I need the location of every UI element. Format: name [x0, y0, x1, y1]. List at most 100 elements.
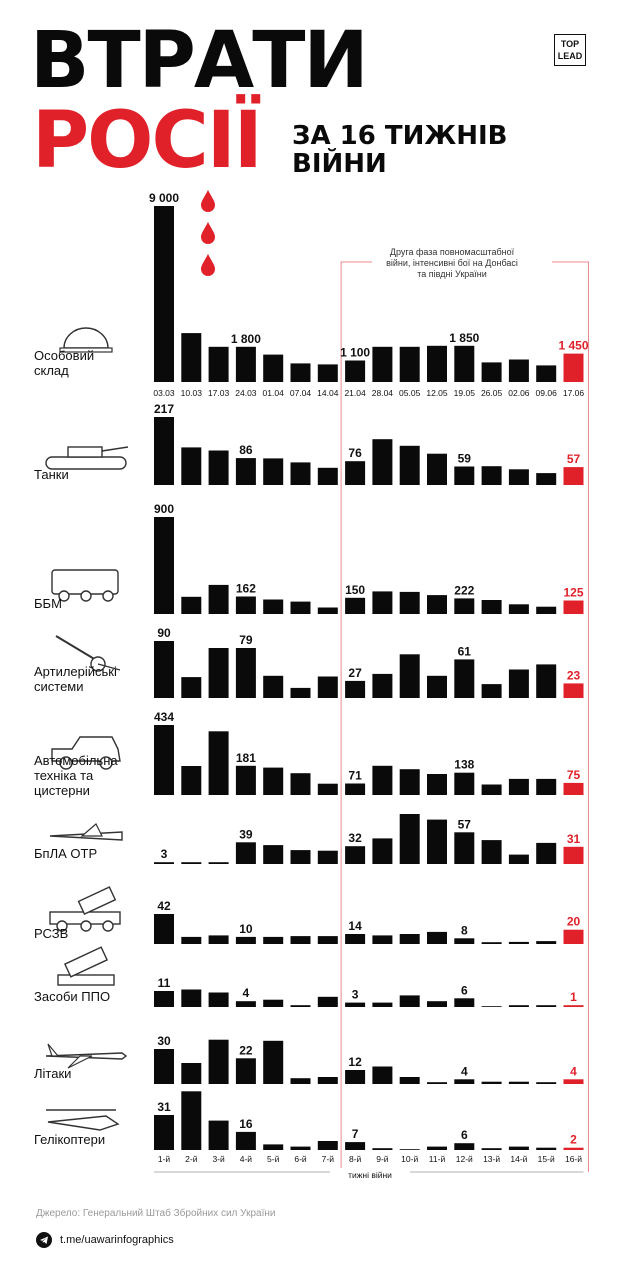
mlrs-icon [49, 886, 121, 932]
bar [290, 936, 311, 944]
helicopter-icon [46, 1109, 120, 1131]
category-label: Танки [34, 467, 69, 482]
bar [372, 1002, 393, 1007]
bar [563, 929, 584, 944]
value-label: 20 [567, 915, 581, 929]
value-label: 57 [458, 817, 472, 831]
bar [481, 784, 502, 795]
jet-wing [67, 1055, 93, 1069]
bar [563, 683, 584, 698]
category-label: техніка та [34, 768, 94, 783]
bar [563, 353, 584, 382]
category-row: Танки 217 86 76 59 57 [34, 402, 584, 485]
subtitle-line-a: ЗА 16 ТИЖНІВ [292, 121, 508, 151]
value-label: 6 [461, 983, 468, 997]
bar [372, 346, 393, 382]
bar [508, 941, 529, 944]
category-row: РСЗВ 42 10 14 8 20 [34, 886, 584, 944]
bar [563, 1079, 584, 1084]
bar [454, 466, 475, 485]
category-label: Засоби ППО [34, 989, 110, 1004]
value-label: 900 [154, 502, 174, 516]
bar [399, 346, 420, 382]
bar [427, 931, 447, 944]
value-label: 59 [458, 452, 472, 466]
tank-turret [67, 446, 103, 458]
bar [372, 765, 393, 795]
bar [508, 1146, 529, 1150]
blood-drop-icon [201, 190, 215, 212]
bar [235, 596, 256, 614]
bar [427, 1146, 447, 1150]
value-label: 150 [345, 583, 365, 597]
bar [208, 648, 229, 698]
bbm-wheel [58, 590, 70, 602]
bar [154, 862, 174, 864]
x-axis: 1-й 2-й 3-й 4-й 5-й 6-й 7-й 8-й 9-й 10-й 11-й 12-й 1… [154, 1154, 584, 1180]
bar [154, 417, 174, 485]
date-label: 17.06 [563, 388, 585, 398]
value-label: 4 [243, 986, 250, 1000]
bar [481, 1081, 502, 1084]
brand-logo: TOP LEAD [554, 34, 586, 66]
bar [290, 1078, 311, 1084]
bar [563, 782, 584, 795]
week-label: 7-й [322, 1154, 335, 1164]
bar [427, 453, 447, 485]
bar [263, 999, 284, 1007]
title-subtitle: ЗА 16 ТИЖНІВ ВІЙНИ [292, 122, 532, 178]
bar [454, 938, 475, 944]
value-label: 57 [567, 452, 581, 466]
armored-vehicle-icon [51, 569, 119, 602]
value-label: 71 [348, 769, 362, 783]
category-label: Літаки [34, 1066, 71, 1081]
jeep-icon [51, 736, 121, 770]
date-label: 05.05 [399, 388, 421, 398]
bar [372, 591, 393, 614]
date-label: 19.05 [454, 388, 476, 398]
bar [399, 814, 420, 864]
bar [290, 1005, 311, 1007]
bar [317, 783, 338, 795]
bbm-wheel [102, 590, 114, 602]
artillery-icon [55, 635, 121, 672]
bar [563, 846, 584, 864]
axis-title-bg [330, 1168, 410, 1180]
bar [345, 1070, 366, 1084]
date-label: 28.04 [372, 388, 394, 398]
bar [508, 359, 529, 382]
bar [399, 654, 420, 698]
value-label: 32 [348, 831, 362, 845]
value-label: 30 [157, 1034, 171, 1048]
bar [263, 675, 284, 698]
bar [235, 1058, 256, 1084]
artillery-trail [97, 663, 121, 671]
value-label: 39 [239, 827, 253, 841]
telegram-link[interactable]: t.me/uawarinfographics [36, 1232, 174, 1248]
blood-drop-icon [201, 222, 215, 244]
bar [536, 778, 557, 795]
jeep-body [51, 736, 121, 762]
bar [345, 1002, 366, 1007]
bar [290, 462, 311, 485]
value-label: 12 [348, 1055, 362, 1069]
bar [508, 1081, 529, 1084]
week-label: 11-й [429, 1154, 446, 1164]
bar [454, 832, 475, 864]
bar [536, 941, 557, 944]
bar [263, 845, 284, 864]
category-label: ББМ [34, 596, 62, 611]
value-label: 31 [567, 832, 581, 846]
bar [399, 1077, 420, 1084]
value-label: 8 [461, 923, 468, 937]
bar [154, 1115, 174, 1150]
value-label: 14 [348, 919, 362, 933]
category-label: Особовий [34, 348, 94, 363]
bar [290, 1146, 311, 1150]
bar [536, 842, 557, 864]
value-label: 1 450 [558, 339, 588, 353]
date-label: 21.04 [344, 388, 366, 398]
bar [317, 676, 338, 698]
bar [427, 1001, 447, 1007]
